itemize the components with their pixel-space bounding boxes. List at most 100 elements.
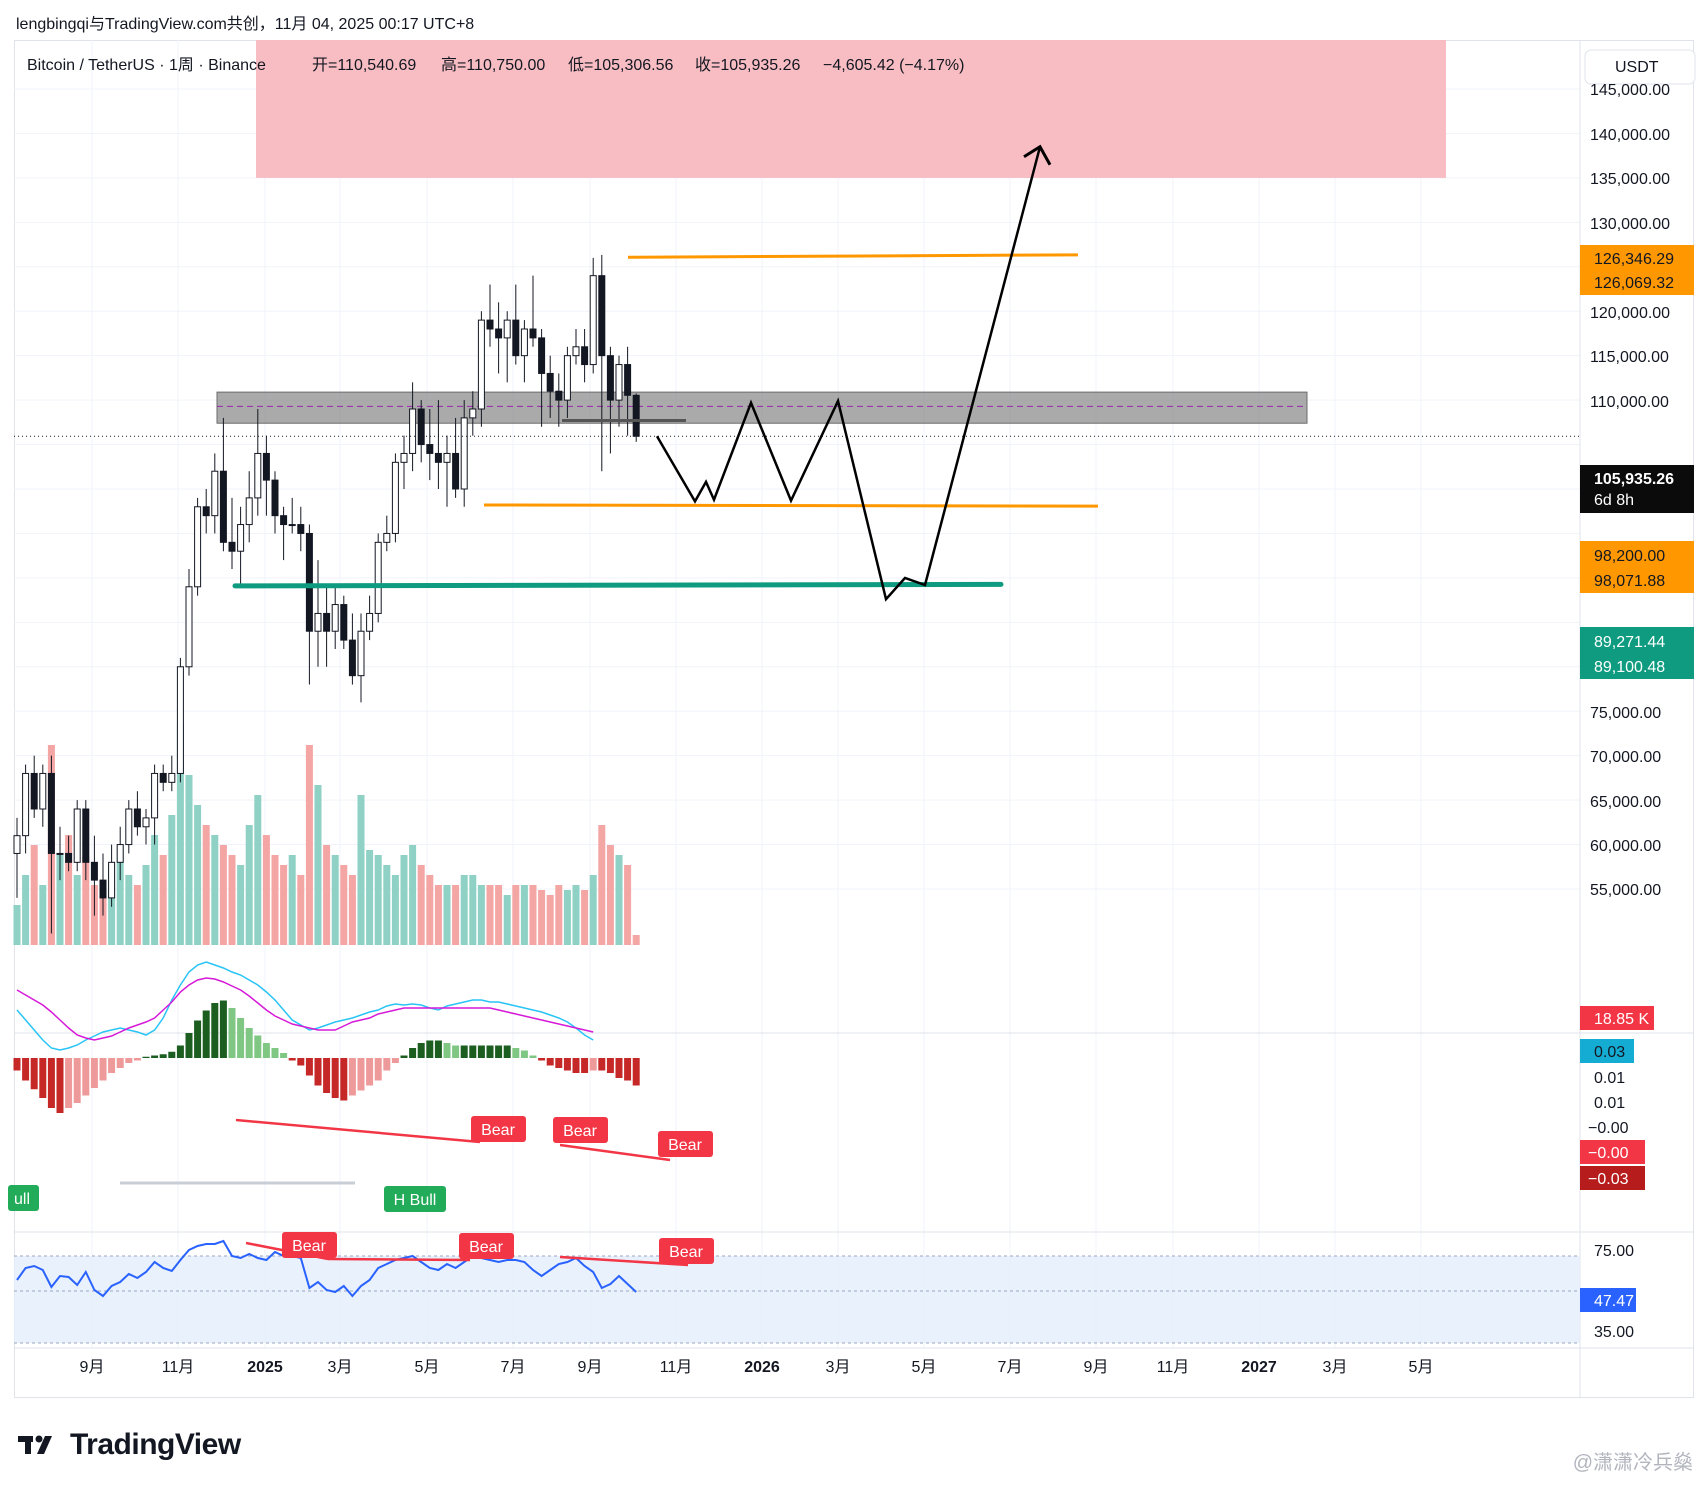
macd-histogram-bar xyxy=(400,1055,408,1058)
time-tick: 7月 xyxy=(501,1359,526,1376)
macd-tick-2: 0.01 xyxy=(1594,1095,1625,1112)
candle-body xyxy=(383,532,391,543)
candle-body xyxy=(99,879,107,899)
volume-bar xyxy=(512,885,520,945)
price-tick: 120,000.00 xyxy=(1590,305,1670,322)
candle-body xyxy=(30,772,38,810)
green-support-line[interactable] xyxy=(232,581,1004,589)
time-tick: 9月 xyxy=(80,1359,105,1376)
time-tick: 5月 xyxy=(912,1359,937,1376)
rsi-signal-badges: Bear Bear Bear xyxy=(282,1232,714,1264)
time-tick: 11月 xyxy=(660,1359,693,1376)
orange-support-line[interactable] xyxy=(483,503,1099,508)
price-label-orange-mid: 98,200.00 98,071.88 xyxy=(1580,541,1694,593)
volume-bar xyxy=(297,875,305,945)
volume-bar xyxy=(632,935,640,945)
svg-text:Bear: Bear xyxy=(481,1122,515,1139)
volume-bar xyxy=(280,865,288,945)
macd-histogram-bar xyxy=(125,1058,133,1063)
candle-body xyxy=(237,524,245,552)
legend-high: 高=110,750.00 xyxy=(441,56,545,74)
legend-symbol[interactable]: Bitcoin / TetherUS · 1周 · Binance xyxy=(27,57,266,74)
range-zone xyxy=(216,391,1308,424)
time-axis[interactable]: 9月 11月 2025 3月 5月 7月 9月 11月 2026 3月 5月 7月 9月 11月 2027 3… xyxy=(80,1359,1434,1376)
price-tick: 145,000.00 xyxy=(1590,82,1670,99)
svg-text:98,200.00: 98,200.00 xyxy=(1594,548,1665,565)
macd-signal-badges: Bear Bear Bear ull H Bull xyxy=(8,1116,713,1212)
rsi-upper-tick: 75.00 xyxy=(1594,1243,1634,1260)
macd-histogram-bar xyxy=(632,1058,640,1086)
volume-bar xyxy=(142,865,150,945)
candle-body xyxy=(495,328,503,339)
candle-body xyxy=(219,470,227,543)
volume-bar xyxy=(615,855,623,945)
tradingview-logo[interactable]: TradingView xyxy=(18,1428,241,1462)
volume-bar xyxy=(391,875,399,945)
macd-histogram-bar xyxy=(452,1045,460,1058)
macd-histogram-bar xyxy=(323,1058,331,1093)
candle-body xyxy=(56,852,64,855)
macd-histogram-bar xyxy=(211,1003,219,1058)
price-axis[interactable]: USDT 145,000.00 140,000.00 135,000.00 130,0… xyxy=(1580,49,1696,1030)
svg-text:126,069.32: 126,069.32 xyxy=(1594,275,1674,292)
volume-bar xyxy=(383,865,391,945)
macd-histogram-bar xyxy=(598,1058,606,1071)
volume-bar xyxy=(22,875,30,945)
rsi-bear-divergence-2 xyxy=(327,1257,471,1262)
resistance-zone xyxy=(256,40,1446,178)
projection-path[interactable] xyxy=(655,146,1042,602)
volume-bar xyxy=(99,895,107,945)
macd-histogram-bar xyxy=(538,1058,546,1061)
volume-bar xyxy=(366,850,374,945)
volume-bar xyxy=(82,855,90,945)
volume-bar xyxy=(271,855,279,945)
svg-text:Bear: Bear xyxy=(669,1244,703,1261)
price-label-orange-top: 126,346.29 126,069.32 xyxy=(1580,245,1694,295)
volume-bar xyxy=(520,885,528,945)
candle-body xyxy=(348,639,356,677)
chart-attribution: lengbingqi与TradingView.com共创，11月 04, 202… xyxy=(16,16,475,33)
candle-body xyxy=(194,506,202,588)
orange-resistance-line[interactable] xyxy=(627,253,1079,259)
volume-bar xyxy=(460,875,468,945)
candle-body xyxy=(39,772,47,810)
time-tick: 9月 xyxy=(578,1359,603,1376)
macd-histogram-bar xyxy=(271,1048,279,1058)
price-label-last: 105,935.26 6d 8h xyxy=(1580,465,1694,513)
macd-histogram-bar xyxy=(512,1048,520,1058)
macd-line xyxy=(16,961,594,1051)
macd-tick-3: −0.00 xyxy=(1588,1120,1629,1137)
candle-body xyxy=(288,524,296,527)
candle-body xyxy=(563,355,571,401)
candle-body xyxy=(254,452,262,499)
macd-histogram-bar xyxy=(357,1058,365,1091)
candle-body xyxy=(572,346,580,357)
macd-bear-divergence-1 xyxy=(235,1118,481,1144)
currency-button[interactable] xyxy=(1584,49,1696,85)
time-tick: 11月 xyxy=(162,1359,195,1376)
candle-body xyxy=(598,275,606,357)
volume-bar xyxy=(374,855,382,945)
rsi-axis[interactable]: 75.00 47.47 35.00 xyxy=(1580,1243,1636,1341)
macd-histogram-bar xyxy=(151,1055,159,1058)
macd-histogram-bar xyxy=(194,1020,202,1058)
time-tick: 11月 xyxy=(1157,1359,1190,1376)
time-tick: 2026 xyxy=(744,1359,780,1376)
volume-bar xyxy=(202,825,210,945)
price-tick: 60,000.00 xyxy=(1590,838,1661,855)
macd-histogram-bar xyxy=(606,1058,614,1073)
ohlc-legend: Bitcoin / TetherUS · 1周 · Binance 开=110,… xyxy=(27,56,964,74)
macd-tick-1: 0.01 xyxy=(1594,1070,1625,1087)
macd-histogram-bar xyxy=(168,1051,176,1058)
time-tick: 7月 xyxy=(998,1359,1023,1376)
candle-body xyxy=(47,772,55,854)
macd-histogram-bar xyxy=(615,1058,623,1078)
price-label-green: 89,271.44 89,100.48 xyxy=(1580,627,1694,679)
candle-body xyxy=(262,452,270,481)
macd-axis[interactable]: 0.03 0.01 0.01 −0.00 −0.00 −0.03 xyxy=(1580,1039,1645,1190)
volume-bar xyxy=(254,795,262,945)
price-tick: 110,000.00 xyxy=(1590,394,1669,411)
candle-body xyxy=(159,772,167,783)
macd-histogram-bar xyxy=(348,1058,356,1096)
